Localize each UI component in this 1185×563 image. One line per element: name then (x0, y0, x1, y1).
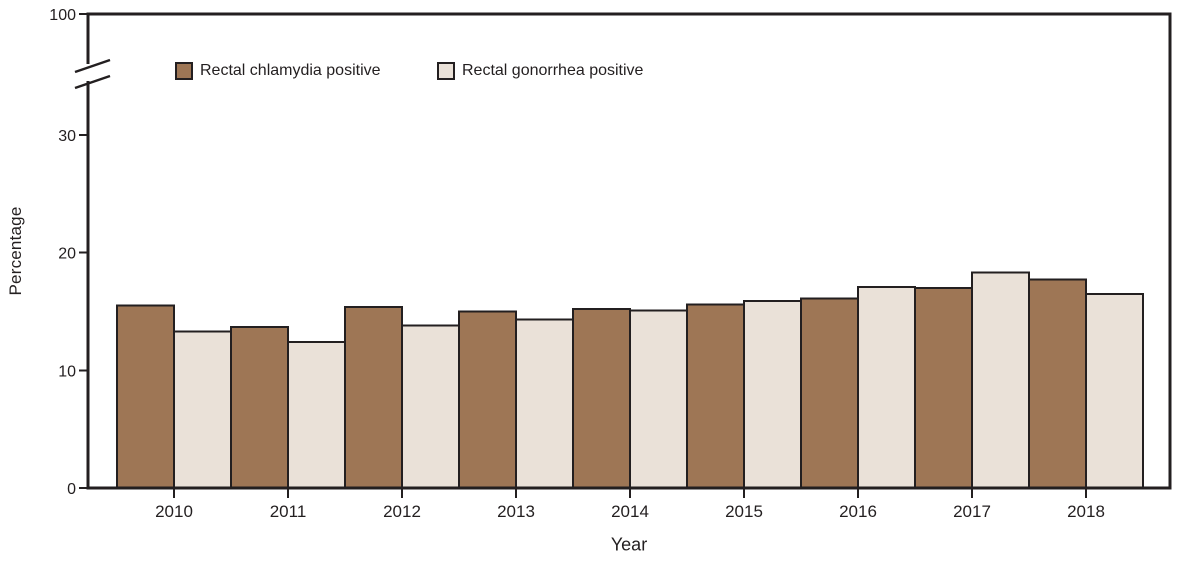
bar-rectal-chlamydia-positive-2012 (344, 305, 403, 489)
bar-rectal-gonorrhea-positive-2011 (287, 341, 346, 489)
bar-rectal-chlamydia-positive-2017 (914, 286, 973, 490)
legend-swatch-gonorrhea-icon (437, 62, 455, 80)
x-axis-title: Year (610, 534, 648, 555)
x-tick-label-2018: 2018 (1067, 502, 1105, 521)
y-axis-break-slash-icon (74, 74, 111, 90)
bar-rectal-chlamydia-positive-2015 (686, 303, 745, 489)
bar-rectal-gonorrhea-positive-2016 (857, 285, 916, 490)
legend-item-gonorrhea: Rectal gonorrhea positive (437, 61, 643, 81)
legend-label-chlamydia: Rectal chlamydia positive (200, 62, 381, 79)
y-axis-break-gap (84, 64, 92, 81)
y-tick-label: 20 (58, 246, 76, 263)
y-axis-title: Percentage (6, 206, 25, 296)
x-tick-label-2015: 2015 (725, 502, 763, 521)
legend-item-chlamydia: Rectal chlamydia positive (175, 61, 381, 81)
x-tick-label-2013: 2013 (497, 502, 535, 521)
x-tick-label-2014: 2014 (611, 502, 649, 521)
x-tick-label-2012: 2012 (383, 502, 421, 521)
bar-rectal-chlamydia-positive-2013 (458, 310, 517, 489)
y-tick-label: 10 (58, 363, 76, 380)
bar-rectal-gonorrhea-positive-2018 (1085, 292, 1144, 489)
bar-rectal-chlamydia-positive-2016 (800, 297, 859, 489)
y-tick-label: 30 (58, 128, 76, 145)
y-axis-break-slash-icon (74, 58, 111, 74)
x-tick-label-2010: 2010 (155, 502, 193, 521)
y-tick-label: 0 (67, 481, 76, 498)
legend-label-gonorrhea: Rectal gonorrhea positive (462, 62, 644, 79)
bar-rectal-gonorrhea-positive-2012 (401, 324, 460, 489)
bar-rectal-gonorrhea-positive-2017 (971, 271, 1030, 490)
bar-rectal-chlamydia-positive-2010 (116, 304, 175, 489)
bar-rectal-chlamydia-positive-2011 (230, 325, 289, 489)
x-tick-label-2011: 2011 (270, 502, 307, 521)
bar-rectal-chlamydia-positive-2018 (1028, 278, 1087, 490)
bar-rectal-gonorrhea-positive-2013 (515, 318, 574, 489)
bar-rectal-gonorrhea-positive-2014 (629, 309, 688, 489)
y-tick-label: 100 (49, 7, 76, 24)
bar-rectal-gonorrhea-positive-2015 (743, 299, 802, 489)
legend-swatch-chlamydia-icon (175, 62, 193, 80)
x-tick-label-2017: 2017 (953, 502, 991, 521)
x-tick-label-2016: 2016 (839, 502, 877, 521)
bar-rectal-chlamydia-positive-2014 (572, 308, 631, 489)
bar-rectal-gonorrhea-positive-2010 (173, 330, 232, 489)
